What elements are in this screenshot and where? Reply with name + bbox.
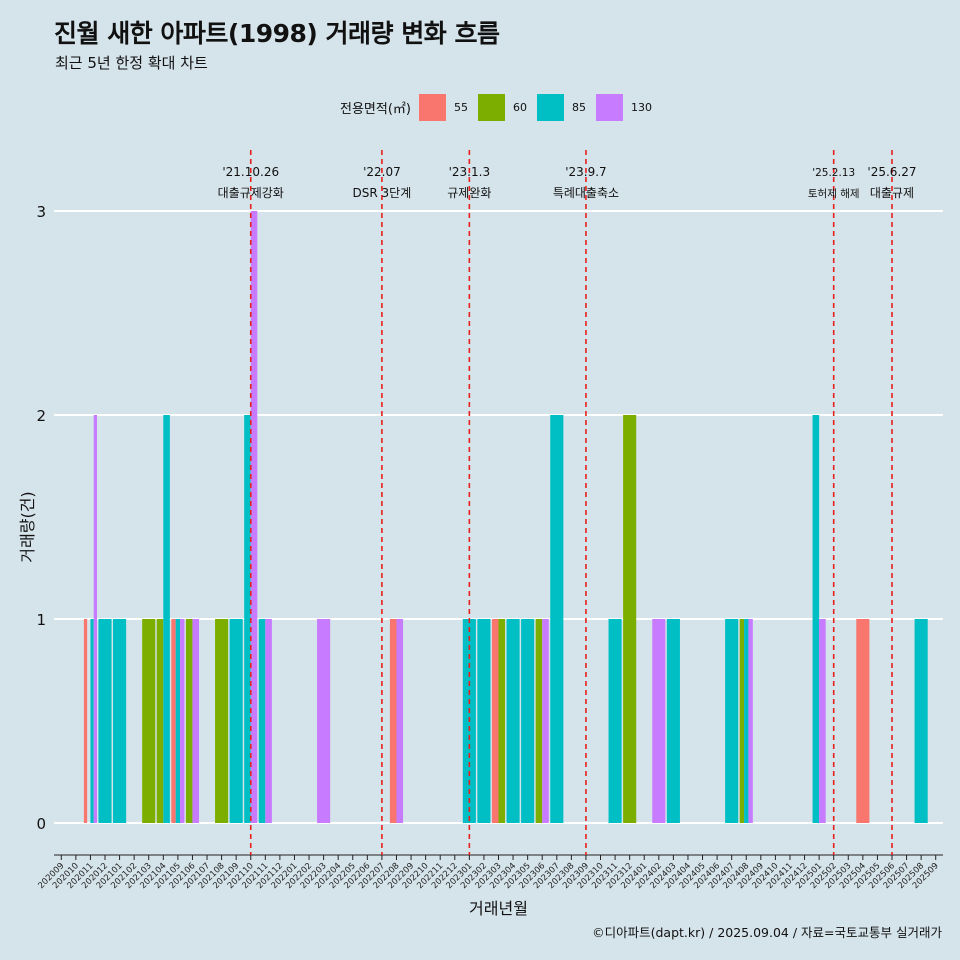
bar-202305-85 <box>521 619 535 823</box>
bar-202504-55 <box>856 619 870 823</box>
bar-202105-130 <box>180 619 185 823</box>
bar-202303-55 <box>491 619 499 823</box>
bar-202104-60 <box>156 619 164 823</box>
event-label-1: 대출규제강화 <box>218 186 284 200</box>
legend-swatch-130 <box>595 93 623 121</box>
chart-subtitle: 최근 5년 한정 확대 차트 <box>55 54 208 72</box>
bar-202306-130 <box>542 619 549 823</box>
legend-title: 전용면적(㎡) <box>340 101 411 117</box>
bar-202106-60 <box>185 619 193 823</box>
bar-202307-85 <box>550 415 564 823</box>
bar-202110-85 <box>244 415 251 823</box>
y-tick-label-0: 0 <box>36 815 46 833</box>
legend-label-85: 85 <box>571 100 586 114</box>
bar-202306-60 <box>535 619 543 823</box>
event-date-1: '21.10.26 <box>222 165 279 179</box>
bar-202208-130 <box>396 619 404 823</box>
event-label-4: 특례대출축소 <box>553 186 619 200</box>
bar-202501-130 <box>819 619 826 823</box>
event-date-4: '23.9.7 <box>565 165 606 179</box>
bar-202302-85 <box>477 619 491 823</box>
bar-202012-85 <box>98 619 112 823</box>
event-label-5: 토허제 해제 <box>808 187 860 200</box>
event-label-2: DSR 3단계 <box>353 186 412 200</box>
bar-202303-60 <box>498 619 506 823</box>
event-label-6: 대출규제 <box>870 186 914 200</box>
event-label-3: 규제완화 <box>447 186 491 200</box>
event-date-6: '25.6.27 <box>867 165 916 179</box>
bar-202108-60 <box>215 619 229 823</box>
bar-202203-130 <box>317 619 331 823</box>
x-axis-title: 거래년월 <box>469 899 528 918</box>
legend-swatch-55 <box>418 93 446 121</box>
bar-202402-130 <box>652 619 666 823</box>
bar-202101-85 <box>113 619 127 823</box>
legend-label-60: 60 <box>512 100 527 114</box>
event-date-3: '23.1.3 <box>449 165 490 179</box>
legend-swatch-85 <box>536 93 564 121</box>
bar-202105-85 <box>175 619 181 823</box>
bar-202408-60 <box>739 619 745 823</box>
bar-202110-130 <box>250 211 258 823</box>
bar-202501-85 <box>812 415 820 823</box>
bar-202312-60 <box>623 415 637 823</box>
bar-202407-85 <box>725 619 739 823</box>
legend: 전용면적(㎡) 55 60 85 130 <box>340 93 655 121</box>
bar-202408-130 <box>748 619 753 823</box>
bar-202011-130 <box>93 415 97 823</box>
bar-202111-130 <box>265 619 272 823</box>
source-caption: ©디아파트(dapt.kr) / 2025.09.04 / 자료=국토교통부 실… <box>592 925 942 940</box>
bar-202011-55 <box>83 619 88 823</box>
legend-item-60: 60 <box>477 93 535 121</box>
chart-title: 진월 새한 아파트(1998) 거래량 변화 흐름 <box>54 19 500 48</box>
bar-202403-85 <box>666 619 680 823</box>
legend-item-55: 55 <box>418 93 476 121</box>
event-date-5: '25.2.13 <box>812 167 855 179</box>
y-axis-title: 거래량(건) <box>18 491 37 562</box>
y-tick-label-1: 1 <box>36 611 46 629</box>
bar-202105-55 <box>171 619 176 823</box>
bar-202104-85 <box>163 415 170 823</box>
legend-item-85: 85 <box>536 93 594 121</box>
event-date-2: '22.07 <box>363 165 401 179</box>
legend-item-130: 130 <box>595 93 653 121</box>
bar-202109-85 <box>229 619 243 823</box>
bar-202304-85 <box>506 619 520 823</box>
legend-label-130: 130 <box>630 100 652 114</box>
bar-202106-130 <box>192 619 200 823</box>
y-tick-label-3: 3 <box>36 203 46 221</box>
legend-label-55: 55 <box>453 100 468 114</box>
y-tick-label-2: 2 <box>36 407 46 425</box>
bar-202111-85 <box>258 619 266 823</box>
bar-202103-60 <box>142 619 156 823</box>
bar-202408-85 <box>744 619 749 823</box>
bar-202208-55 <box>389 619 397 823</box>
bar-202311-85 <box>608 619 622 823</box>
legend-swatch-60 <box>477 93 505 121</box>
bar-202508-85 <box>914 619 928 823</box>
bar-202011-85 <box>90 619 94 823</box>
